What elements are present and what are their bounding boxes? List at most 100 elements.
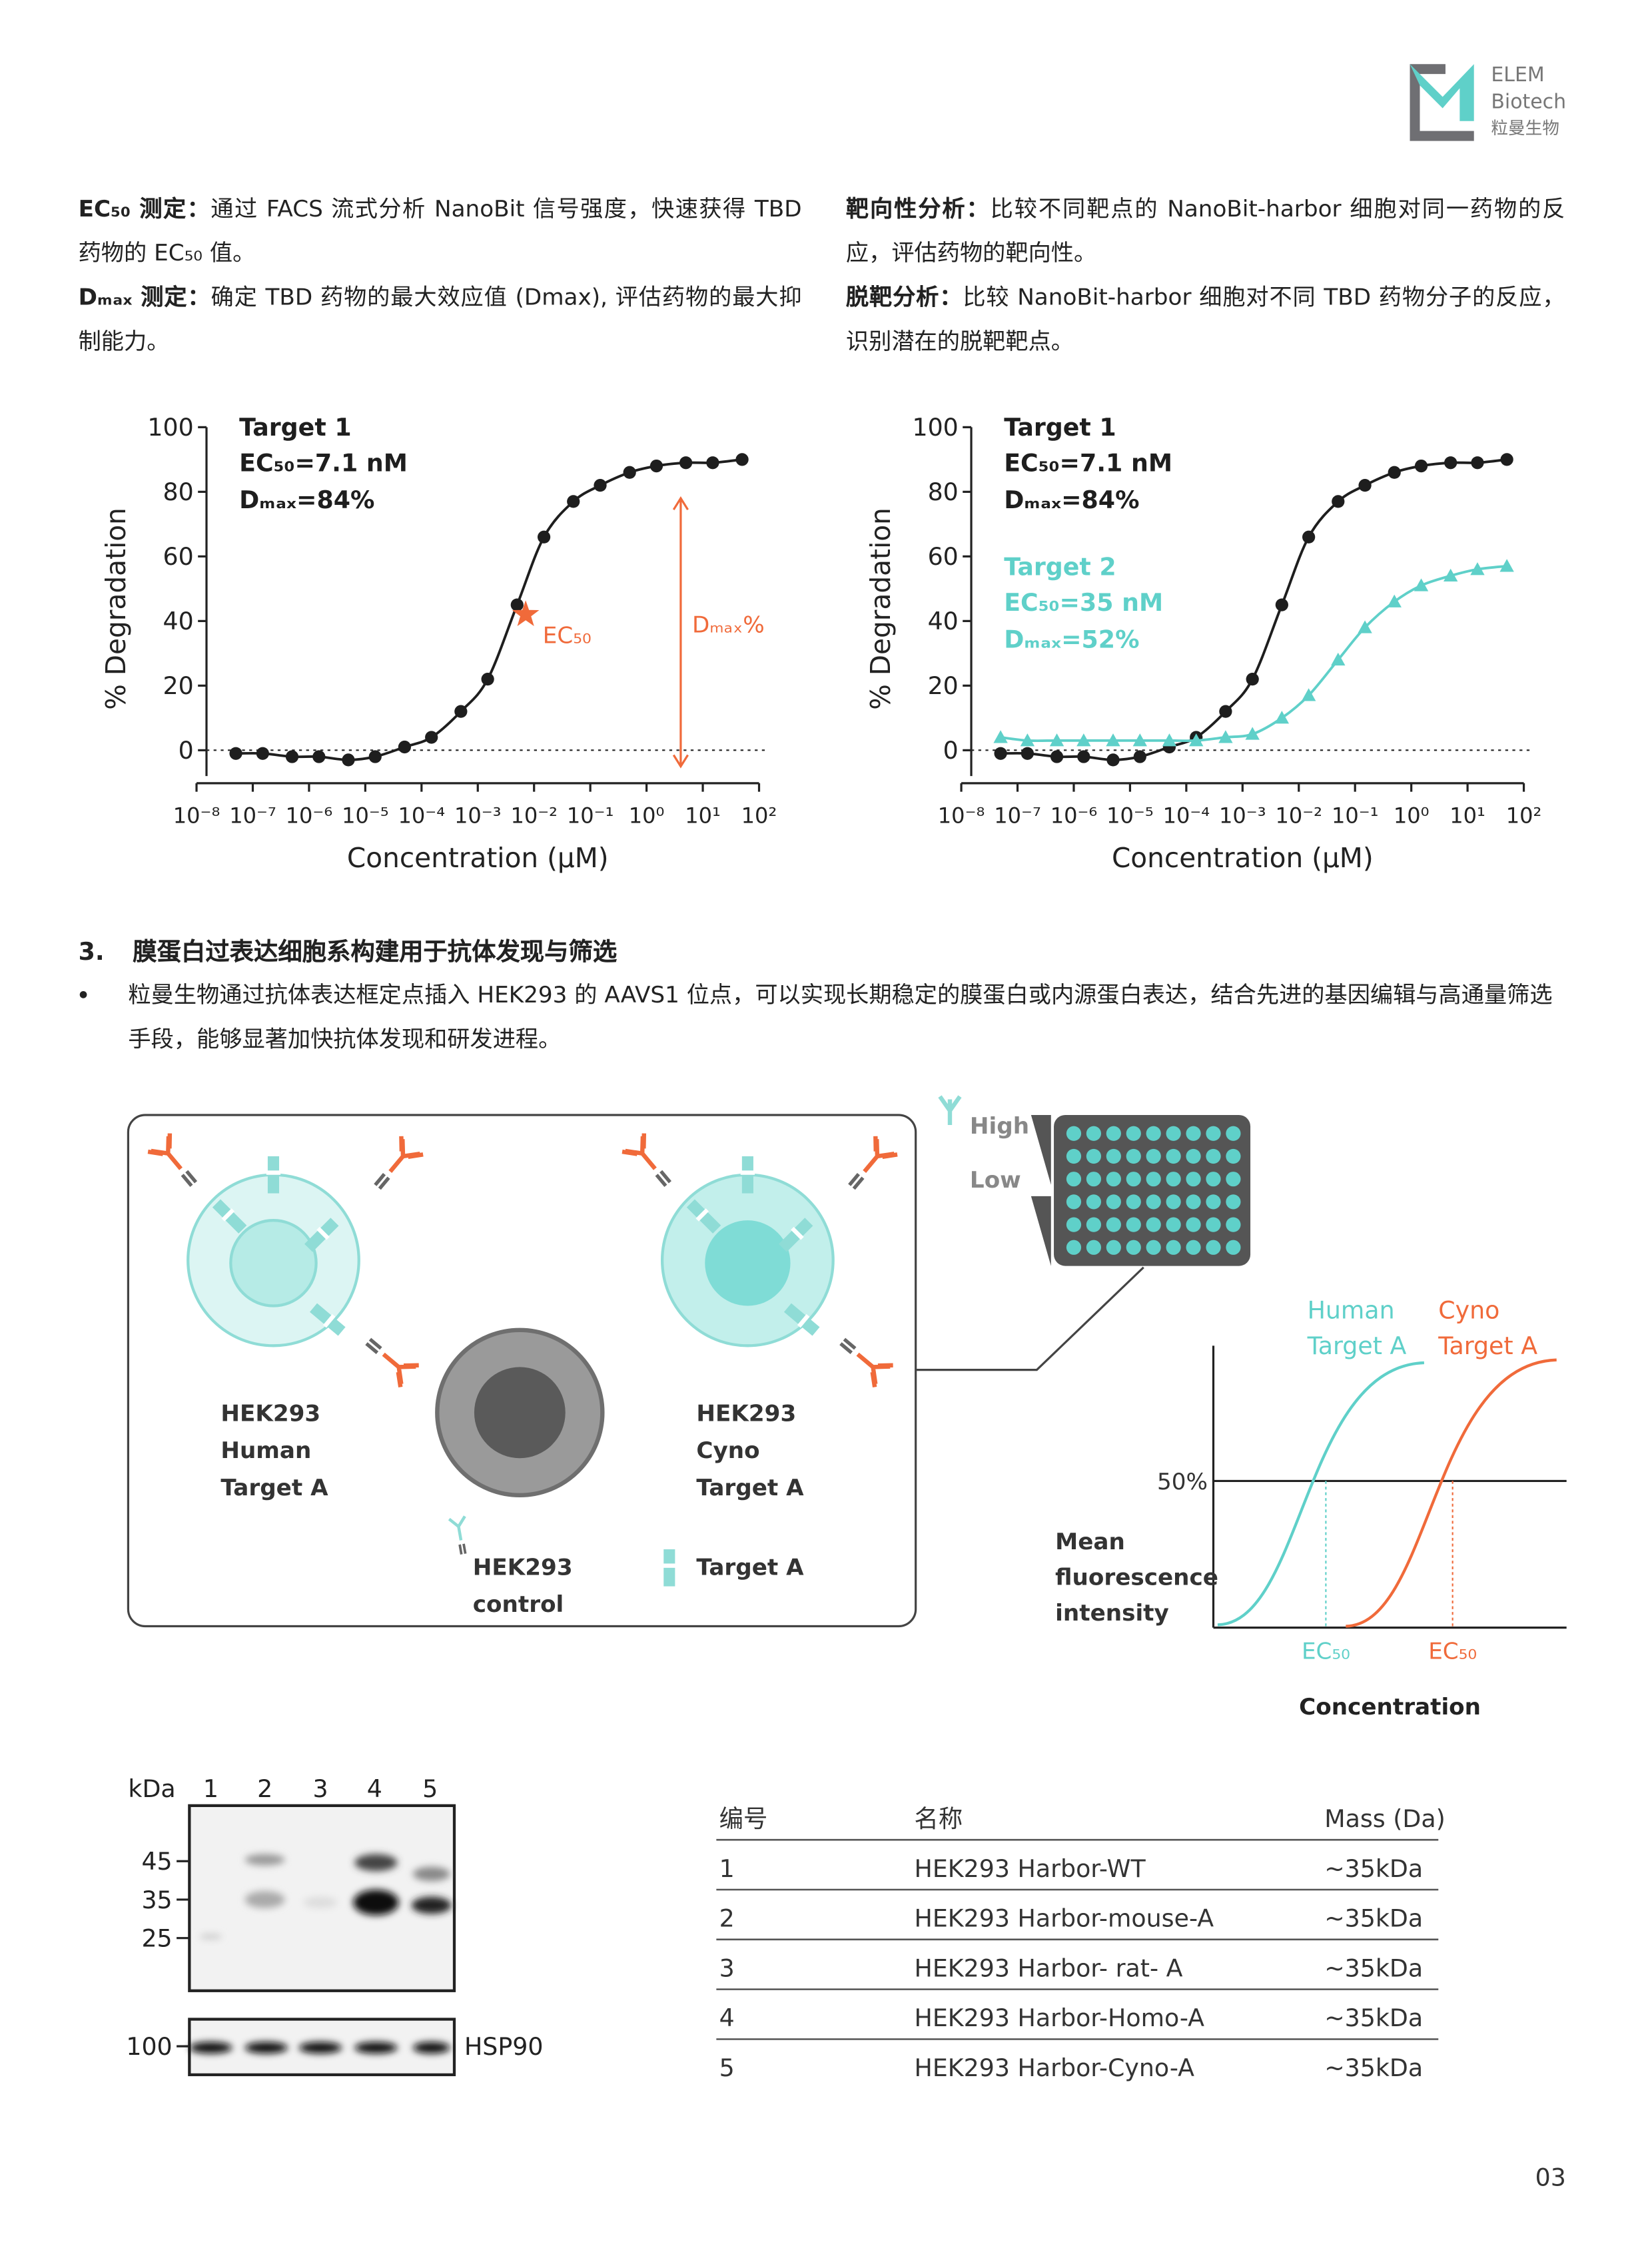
table-cell: HEK293 Harbor-Homo-A <box>915 2004 1205 2032</box>
label: EC₅₀ <box>1428 1639 1477 1665</box>
y-tick-label: 80 <box>163 478 194 506</box>
table-header: Mass (Da) <box>1324 1804 1446 1833</box>
connector <box>915 1266 1144 1371</box>
label: Cyno <box>1438 1296 1499 1325</box>
label: fluorescence <box>1055 1564 1218 1591</box>
well <box>1106 1126 1121 1141</box>
well <box>1186 1240 1201 1255</box>
nucleus <box>229 1219 318 1308</box>
label: control <box>473 1591 564 1618</box>
term: EC₅₀ 测定： <box>78 194 211 222</box>
well <box>1146 1126 1161 1141</box>
point <box>1189 733 1204 747</box>
band <box>244 1891 285 1908</box>
y-tick-label: 20 <box>163 671 194 700</box>
text: 通过 FACS 流式分析 NanoBit 信号强度，快速获得 TBD 药物的 E… <box>78 194 802 266</box>
text: 比较 NanoBit-harbor 细胞对不同 TBD 药物分子的反应，识别潜在… <box>845 283 1565 355</box>
x-tick-label: 10⁻² <box>1275 803 1322 829</box>
lane-labels: 1 2 3 4 5 <box>203 1774 438 1803</box>
diagram: HEK293 Human Target A HEK293 Cyno Target… <box>127 1095 1567 1720</box>
well <box>1206 1172 1221 1187</box>
x-tick-label: 10⁻³ <box>454 803 502 829</box>
point <box>1387 594 1402 607</box>
point <box>510 598 524 611</box>
point <box>623 466 636 479</box>
band <box>199 1934 222 1940</box>
bullet-dot <box>79 990 87 998</box>
well <box>1166 1194 1181 1210</box>
nucleus <box>705 1220 791 1306</box>
loading-label: HSP90 <box>464 2032 544 2061</box>
x-axis-label: Concentration (µM) <box>347 842 609 874</box>
well <box>1186 1148 1201 1164</box>
well <box>1086 1240 1102 1255</box>
well <box>1126 1194 1141 1210</box>
well <box>1126 1148 1141 1164</box>
lane-label: 5 <box>422 1774 438 1803</box>
logo-text: Biotech <box>1491 90 1566 113</box>
point <box>1218 730 1233 743</box>
well <box>1166 1217 1181 1232</box>
legend-name: Target 2 <box>1004 553 1116 581</box>
point <box>735 453 749 466</box>
table-header: 名称 <box>915 1804 963 1833</box>
point <box>425 731 438 744</box>
x-tick-label: 10⁻¹ <box>1332 803 1379 829</box>
legend-receptor <box>662 1549 677 1587</box>
well <box>1146 1194 1161 1210</box>
well <box>1086 1217 1102 1232</box>
well <box>1106 1148 1121 1164</box>
ec50-label: EC₅₀=7.1 nM <box>1004 449 1172 478</box>
receptor <box>266 1156 281 1194</box>
y-tick-label: 60 <box>928 542 959 571</box>
y-axis-label: % Degradation <box>865 508 897 710</box>
logo: ELEM Biotech 粒曼生物 <box>1410 63 1566 141</box>
point <box>1358 479 1372 492</box>
well <box>1146 1172 1161 1187</box>
point <box>1021 747 1034 760</box>
point <box>481 673 494 686</box>
well <box>1106 1172 1121 1187</box>
label: 50% <box>1157 1469 1208 1495</box>
x-tick-label: 10⁻⁷ <box>994 803 1041 829</box>
section-title: 膜蛋白过表达细胞系构建用于抗体发现与筛选 <box>133 938 618 967</box>
loading-bands <box>189 2042 450 2054</box>
point <box>454 705 468 718</box>
well <box>1106 1217 1121 1232</box>
label: Human <box>220 1437 311 1464</box>
receptor <box>740 1156 755 1194</box>
point <box>1049 733 1064 747</box>
point <box>285 750 299 763</box>
point <box>1414 459 1428 473</box>
point <box>1358 620 1372 633</box>
table-cell: 4 <box>719 2004 735 2032</box>
point <box>679 456 693 470</box>
well <box>1226 1148 1241 1164</box>
logo-text: 粒曼生物 <box>1491 119 1559 139</box>
well <box>1166 1172 1181 1187</box>
lane-label: 1 <box>203 1774 218 1803</box>
ec50-label: EC₅₀=7.1 nM <box>239 449 408 478</box>
point <box>1245 727 1260 740</box>
well <box>1086 1126 1102 1141</box>
paragraph: Dₘₐₓ 测定：确定 TBD 药物的最大效应值 (Dmax), 评估药物的最大抑… <box>79 275 802 364</box>
legend-name: Target 1 <box>1004 413 1116 442</box>
paragraph: 脱靶分析：比较 NanoBit-harbor 细胞对不同 TBD 药物分子的反应… <box>846 275 1565 364</box>
table-cell: ~35kDa <box>1324 1954 1423 1982</box>
ec50-star <box>512 600 540 626</box>
point <box>1275 598 1288 611</box>
well <box>1106 1240 1121 1255</box>
label: Target A <box>1307 1331 1407 1360</box>
x-tick-label: 10⁻⁵ <box>342 803 389 829</box>
well <box>1066 1172 1082 1187</box>
point <box>1246 673 1259 686</box>
point <box>594 479 607 492</box>
gradient-wedge <box>1031 1196 1051 1266</box>
table-cell: 1 <box>719 1854 735 1883</box>
point <box>312 750 326 763</box>
lane-label: 3 <box>312 1774 328 1803</box>
point <box>1471 456 1484 470</box>
term: 靶向性分析： <box>845 194 991 222</box>
